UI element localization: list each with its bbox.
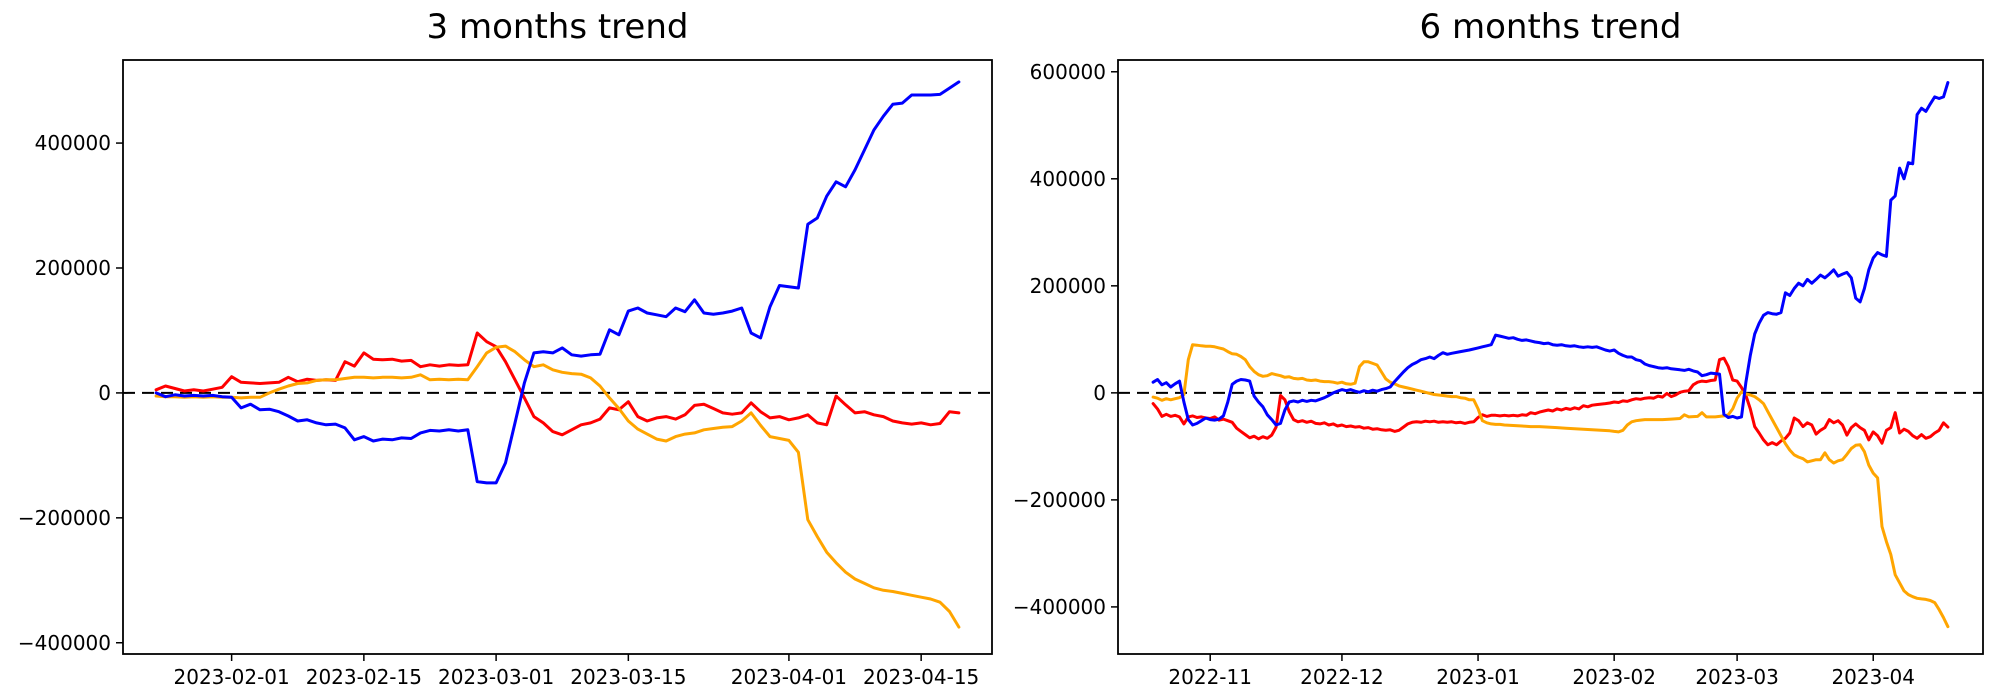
y-tick-label: 200000 [35, 256, 111, 280]
chart-title: 3 months trend [427, 7, 689, 47]
x-tick-label: 2023-03-15 [570, 665, 686, 689]
x-tick-label: 2023-03 [1695, 665, 1779, 689]
x-tick-label: 2023-02 [1572, 665, 1656, 689]
y-tick-label: 0 [98, 381, 111, 405]
x-tick-label: 2023-02-01 [174, 665, 290, 689]
chart-title: 6 months trend [1420, 7, 1682, 47]
x-tick-label: 2023-04-01 [731, 665, 847, 689]
chart-3-months-trend: 3 months trend 2023-02-01 2023-02-15 2023-0… [18, 7, 993, 689]
x-tick-label: 2023-02-15 [306, 665, 422, 689]
x-tick-label: 2023-03-01 [438, 665, 554, 689]
x-tick-label: 2023-01 [1436, 665, 1520, 689]
series-line-orange [1151, 343, 1950, 629]
series-line-red [1151, 356, 1950, 447]
series-line-red [154, 331, 961, 437]
y-tick-label: 400000 [1030, 167, 1106, 191]
x-tick-label: 2023-04-15 [863, 665, 979, 689]
chart-6-months-trend: 6 months trend 2022-11 2022-12 2023-01 2023-… [1013, 7, 1984, 689]
series-line-blue [154, 80, 961, 485]
y-tick-label: 0 [1093, 381, 1106, 405]
series-line-blue [1151, 81, 1950, 427]
x-tick-label: 2023-04 [1831, 665, 1915, 689]
y-tick-label: −400000 [18, 631, 111, 655]
x-tick-label: 2022-11 [1168, 665, 1252, 689]
plot-border [122, 59, 993, 655]
y-tick-label: 200000 [1030, 274, 1106, 298]
y-tick-label: −200000 [18, 506, 111, 530]
series-line-orange [154, 344, 961, 629]
y-tick-label: −400000 [1013, 595, 1106, 619]
y-tick-label: 400000 [35, 131, 111, 155]
plot-border [1117, 59, 1984, 655]
y-tick-label: 600000 [1030, 60, 1106, 84]
y-tick-label: −200000 [1013, 488, 1106, 512]
x-tick-label: 2022-12 [1300, 665, 1384, 689]
